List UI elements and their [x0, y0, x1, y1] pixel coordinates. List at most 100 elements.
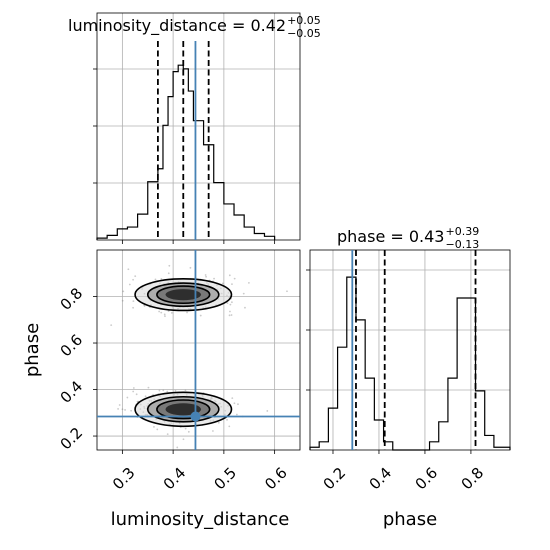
sample-point: [242, 292, 245, 295]
title-plus: +0.39: [445, 225, 479, 238]
axes-frame: [96, 249, 301, 451]
sample-point: [231, 283, 233, 286]
sample-point: [167, 272, 170, 275]
panel-phase-hist: 0.2 0.4 0.6 0.8 phase = 0.43 +0.39 −0.13: [306, 225, 511, 494]
sample-point: [167, 310, 170, 312]
sample-point: [266, 410, 269, 412]
sample-point: [147, 386, 150, 389]
sample-point: [217, 421, 220, 424]
sample-point: [158, 389, 161, 392]
histogram-step-luminosity-distance: [96, 64, 276, 240]
histogram-step-phase: [309, 276, 511, 451]
x-tick-label: 0.6: [412, 464, 442, 494]
sample-point: [132, 390, 135, 393]
sample-point: [124, 409, 126, 411]
quantile-lines: [355, 250, 477, 450]
x-tick-label: 0.3: [109, 464, 139, 494]
sample-point: [184, 389, 187, 392]
sample-point: [221, 282, 224, 285]
sample-point: [205, 275, 207, 278]
sample-point: [134, 275, 137, 278]
sample-point: [132, 306, 134, 309]
sample-point: [121, 408, 124, 411]
sample-point: [130, 409, 133, 412]
title-main: luminosity_distance =: [68, 16, 250, 36]
sample-point: [166, 390, 169, 393]
sample-point: [231, 397, 234, 400]
sample-point: [153, 425, 155, 428]
sample-point: [158, 310, 161, 313]
sample-point: [162, 389, 165, 392]
sample-point: [233, 277, 236, 280]
truth-point: [190, 411, 201, 422]
sample-point: [184, 427, 187, 430]
x-tick-label: 0.2: [320, 464, 350, 494]
sample-point: [135, 393, 138, 396]
sample-point: [144, 395, 147, 398]
histogram: [309, 276, 511, 451]
sample-point: [213, 277, 215, 280]
contour-level: [165, 289, 202, 301]
x-tick-label: 0.8: [458, 464, 488, 494]
sample-point: [132, 278, 134, 281]
sample-point: [233, 402, 236, 405]
sample-point: [128, 283, 131, 286]
sample-point: [121, 299, 124, 302]
sample-point: [132, 300, 135, 303]
sample-point: [132, 387, 135, 389]
sample-point: [231, 301, 233, 304]
sample-point: [182, 438, 185, 441]
sample-point: [110, 324, 113, 327]
x-tick-label: 0.5: [211, 464, 241, 494]
truth-crosshair: [97, 250, 300, 450]
sample-point: [228, 425, 231, 428]
contour-level: [165, 403, 202, 416]
x-tick-label: 0.4: [160, 464, 190, 494]
panel-luminosity-distance-hist: luminosity_distance = 0.42 +0.05 −0.05: [68, 12, 321, 244]
y-tick-label: 0.4: [57, 377, 87, 407]
sample-point: [226, 418, 228, 421]
y-tick-label: 0.2: [57, 424, 87, 454]
sample-point: [226, 302, 229, 305]
panel-2d-contour: 0.3 0.4 0.5 0.6 0.2 0.4 0.6 0.8: [57, 249, 301, 493]
sample-point: [168, 264, 171, 267]
title-median: 0.42: [250, 16, 286, 35]
sample-point: [186, 311, 188, 314]
sample-point: [212, 430, 214, 432]
title-plus: +0.05: [287, 14, 321, 27]
sample-point: [228, 274, 231, 277]
sample-point: [143, 305, 146, 307]
ticks: 0.3 0.4 0.5 0.6 0.2 0.4 0.6 0.8: [57, 284, 291, 493]
sample-point: [229, 303, 232, 306]
sample-point: [187, 430, 190, 433]
sample-point: [160, 278, 163, 280]
sample-point: [189, 266, 192, 269]
sample-point: [176, 446, 179, 449]
x-axis-label-phase: phase: [383, 509, 437, 530]
sample-point: [122, 290, 125, 293]
sample-point: [247, 282, 250, 284]
sample-point: [230, 314, 233, 316]
y-tick-label: 0.8: [57, 284, 87, 314]
x-tick-label: 0.4: [366, 464, 396, 494]
sample-point: [235, 413, 238, 416]
quantile-lines: [156, 41, 210, 240]
panel-title-luminosity-distance: luminosity_distance = 0.42: [68, 16, 286, 36]
grid: [96, 12, 301, 241]
sample-point: [126, 396, 129, 399]
sample-point: [156, 428, 159, 431]
sample-point: [244, 306, 246, 309]
grid: [309, 249, 511, 451]
y-tick-label: 0.6: [57, 331, 87, 361]
title-median: 0.43: [409, 227, 445, 246]
sample-point: [228, 314, 231, 317]
title-minus: −0.13: [445, 238, 479, 251]
sample-point: [118, 404, 121, 406]
sample-point: [170, 311, 173, 314]
ticks: [93, 68, 276, 244]
x-tick-label: 0.6: [261, 464, 291, 494]
sample-point: [164, 315, 166, 318]
panel-title-phase: phase = 0.43: [337, 227, 444, 246]
sample-point: [204, 274, 207, 276]
